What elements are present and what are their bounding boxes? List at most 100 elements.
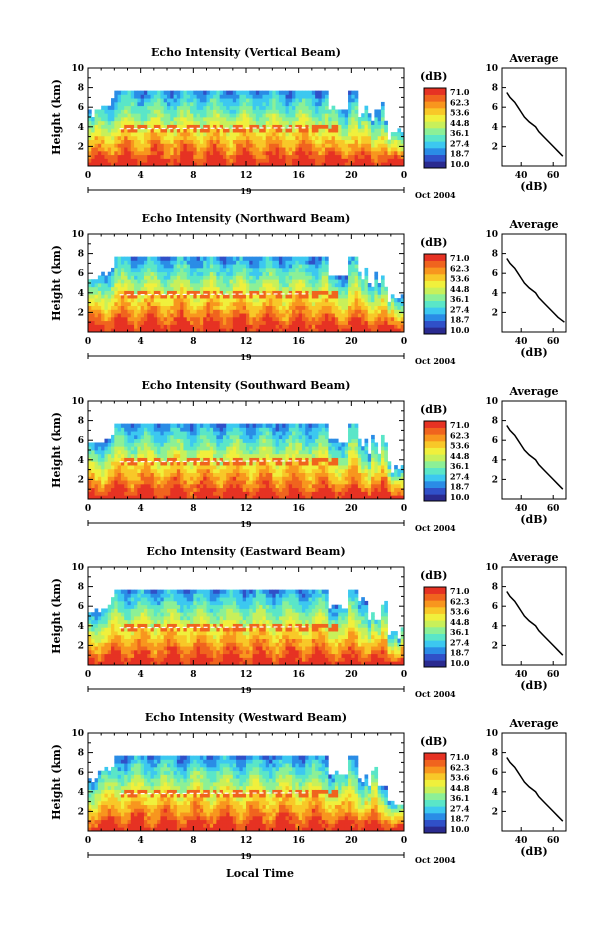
heatmap-cell xyxy=(285,309,290,314)
heatmap-cell xyxy=(143,98,148,103)
heatmap-cell xyxy=(278,286,283,291)
heatmap-cell xyxy=(216,450,221,455)
heatmap-cell xyxy=(348,286,352,291)
heatmap-cell xyxy=(272,480,277,485)
heatmap-cell xyxy=(305,279,309,284)
heatmap-cell xyxy=(236,434,240,440)
heatmap-cell xyxy=(292,320,296,325)
heatmap-cell xyxy=(203,162,207,167)
heatmap-cell xyxy=(163,143,168,148)
heatmap-cell xyxy=(134,283,138,288)
heatmap-cell xyxy=(222,117,227,122)
heatmap-cell xyxy=(94,320,99,325)
heatmap-cell xyxy=(285,294,290,299)
heatmap-cell xyxy=(150,472,155,477)
heatmap-cell xyxy=(97,294,102,299)
heatmap-cell xyxy=(186,275,191,280)
heatmap-cell xyxy=(232,313,237,318)
heatmap-cell xyxy=(371,124,375,129)
heatmap-cell xyxy=(249,294,253,299)
heatmap-cell xyxy=(143,124,148,129)
heatmap-cell xyxy=(219,109,224,114)
heatmap-cell xyxy=(292,162,296,167)
heatmap-cell xyxy=(104,128,109,133)
heatmap-cell xyxy=(325,275,329,280)
heatmap-cell xyxy=(262,313,267,318)
heatmap-cell xyxy=(94,147,99,152)
heatmap-cell xyxy=(374,124,379,129)
heatmap-cell xyxy=(351,117,356,122)
heatmap-cell xyxy=(163,313,168,318)
heatmap-cell xyxy=(213,267,217,273)
heatmap-cell xyxy=(213,132,217,137)
heatmap-cell xyxy=(167,267,171,273)
heatmap-cell xyxy=(301,294,306,299)
heatmap-cell xyxy=(222,154,227,159)
heatmap-cell xyxy=(206,316,211,322)
heatmap-cell xyxy=(252,491,257,496)
heatmap-cell xyxy=(226,139,230,144)
heatmap-cell xyxy=(325,150,329,156)
heatmap-cell xyxy=(272,472,277,477)
heatmap-cell xyxy=(160,260,165,265)
heatmap-cell xyxy=(167,495,171,500)
heatmap-cell xyxy=(140,90,145,95)
heatmap-cell xyxy=(285,139,290,144)
heatmap-cell xyxy=(285,264,290,269)
heatmap-cell xyxy=(117,309,122,314)
heatmap-cell xyxy=(229,301,234,307)
heatmap-cell xyxy=(351,154,356,159)
heatmap-cell xyxy=(318,301,323,307)
heatmap-cell xyxy=(180,434,184,440)
heatmap-cell xyxy=(278,132,283,137)
heatmap-cell xyxy=(190,128,194,133)
heatmap-cell xyxy=(88,442,92,447)
heatmap-cell xyxy=(226,495,230,500)
heatmap-cell xyxy=(301,139,306,144)
heatmap-cell xyxy=(134,324,138,329)
heatmap-cell xyxy=(341,117,346,122)
heatmap-cell xyxy=(190,301,194,307)
heatmap-cell xyxy=(344,139,349,144)
heatmap-cell xyxy=(219,101,224,107)
heatmap-cell xyxy=(153,434,158,440)
heatmap-cell xyxy=(137,101,142,107)
heatmap-cell xyxy=(101,465,105,470)
heatmap-cell xyxy=(190,275,194,280)
heatmap-cell xyxy=(107,309,112,314)
heatmap-cell xyxy=(259,260,263,265)
heatmap-cell xyxy=(354,260,359,265)
heatmap-cell xyxy=(190,305,194,310)
heatmap-cell xyxy=(88,143,92,148)
heatmap-cell xyxy=(120,275,125,280)
heatmap-cell xyxy=(390,328,395,333)
heatmap-cell xyxy=(292,305,296,310)
heatmap-cell xyxy=(186,109,191,114)
heatmap-cell xyxy=(394,328,398,333)
heatmap-cell xyxy=(305,150,309,156)
heatmap-cell xyxy=(232,162,237,167)
heatmap-cell xyxy=(252,431,257,436)
heatmap-cell xyxy=(334,305,339,310)
heatmap-cell xyxy=(265,271,270,276)
heatmap-cell xyxy=(130,309,135,314)
heatmap-cell xyxy=(143,267,148,273)
heatmap-cell xyxy=(134,313,138,318)
heatmap-cell xyxy=(124,431,128,436)
heatmap-cell xyxy=(232,465,237,470)
heatmap-cell xyxy=(150,275,155,280)
heatmap-cell xyxy=(265,465,270,470)
heatmap-cell xyxy=(288,286,293,291)
heatmap-cell xyxy=(226,271,230,276)
heatmap-cell xyxy=(180,135,184,141)
heatmap-cell xyxy=(249,453,253,458)
heatmap-cell xyxy=(193,162,198,167)
heatmap-cell xyxy=(117,446,122,451)
heatmap-cell xyxy=(216,320,221,325)
heatmap-cell xyxy=(348,328,352,333)
heatmap-cell xyxy=(137,476,142,481)
heatmap-cell xyxy=(222,139,227,144)
heatmap-cell xyxy=(222,162,227,167)
heatmap-cell xyxy=(262,468,267,474)
heatmap-cell xyxy=(134,483,138,489)
